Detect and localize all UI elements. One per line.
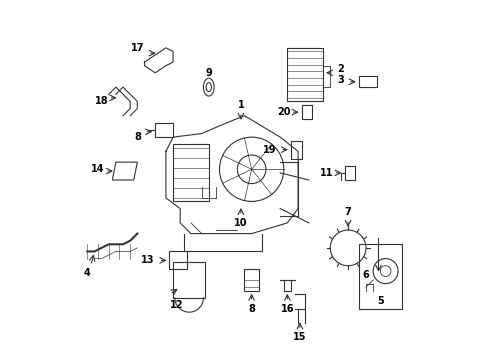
Bar: [169, 251, 187, 269]
Text: 3: 3: [337, 75, 344, 85]
Text: 19: 19: [262, 145, 276, 155]
Text: 20: 20: [277, 107, 290, 117]
Text: 13: 13: [141, 255, 155, 265]
Bar: [301, 105, 312, 119]
Text: 16: 16: [280, 303, 293, 314]
Text: 17: 17: [130, 43, 144, 53]
Text: 14: 14: [91, 164, 104, 174]
Text: 15: 15: [292, 332, 306, 342]
Bar: [358, 76, 376, 87]
Bar: [344, 166, 354, 180]
Text: 2: 2: [337, 64, 344, 74]
Text: 7: 7: [344, 207, 351, 217]
Text: 6: 6: [362, 270, 368, 280]
Text: 11: 11: [319, 168, 333, 178]
Text: 10: 10: [234, 218, 247, 228]
Text: 1: 1: [237, 100, 244, 110]
Bar: [244, 269, 258, 291]
Text: 9: 9: [205, 68, 212, 78]
Text: 4: 4: [84, 268, 90, 278]
Bar: [290, 141, 301, 158]
Bar: [155, 123, 173, 137]
Text: 18: 18: [95, 96, 108, 107]
Bar: [287, 48, 323, 102]
Text: 8: 8: [248, 303, 255, 314]
Bar: [173, 144, 208, 202]
Text: 5: 5: [376, 296, 383, 306]
Text: 8: 8: [134, 132, 141, 142]
Bar: [358, 244, 401, 309]
Text: 12: 12: [169, 300, 183, 310]
Bar: [173, 262, 205, 298]
